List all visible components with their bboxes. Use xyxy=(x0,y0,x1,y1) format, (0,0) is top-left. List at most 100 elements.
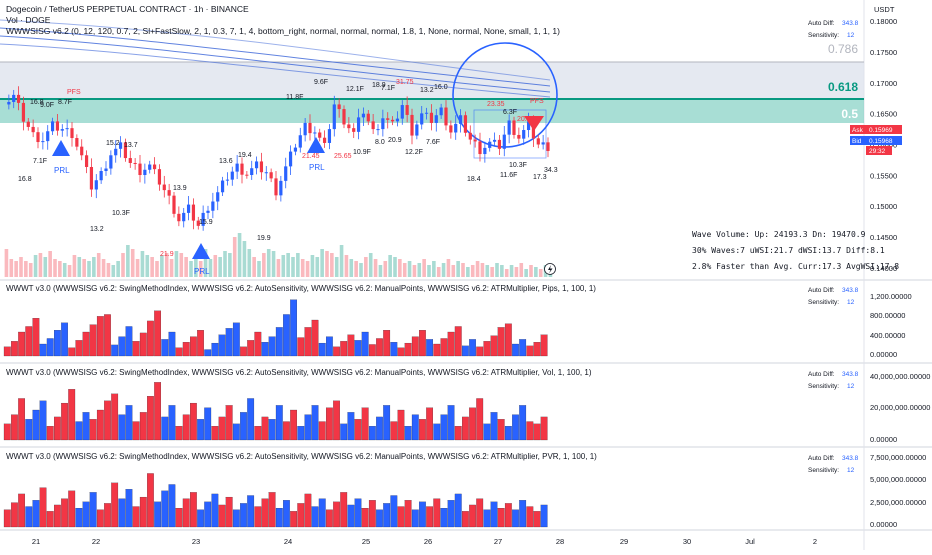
volume-bar xyxy=(53,259,57,277)
candle-body xyxy=(318,132,322,138)
pips-bar xyxy=(247,340,255,357)
vol-bar xyxy=(261,416,269,441)
pvr-bar xyxy=(533,511,541,528)
wave-label: 15.9 xyxy=(199,219,213,226)
vol-bar xyxy=(354,419,362,441)
lightning-icon[interactable] xyxy=(544,263,556,275)
wave-label: 9.0F xyxy=(40,102,54,109)
pips-bar xyxy=(18,331,26,357)
pvr-bar xyxy=(147,473,154,528)
vol-bar xyxy=(368,426,376,441)
candle-body xyxy=(162,184,166,191)
volume-legend[interactable]: Vol · DOGE xyxy=(6,15,51,25)
vol-bar xyxy=(311,405,319,441)
pips-bar xyxy=(426,339,434,357)
price-tick: 0.17000 xyxy=(870,79,897,88)
pvr-bar xyxy=(3,509,11,528)
pvr-bar xyxy=(82,501,90,528)
pips-bar xyxy=(411,336,419,357)
pvr-bar xyxy=(297,503,305,528)
pvr-bar xyxy=(304,493,312,528)
volume-bar xyxy=(422,259,426,277)
vol-bar xyxy=(89,419,97,441)
candle-body xyxy=(152,164,157,170)
volume-bar xyxy=(393,257,397,277)
candle-body xyxy=(65,128,69,130)
volume-bar xyxy=(466,267,470,277)
volume-bar xyxy=(179,253,184,277)
symbol-title[interactable]: Dogecoin / TetherUS PERPETUAL CONTRACT ·… xyxy=(6,4,249,14)
volume-bar xyxy=(247,249,252,277)
panel-tick: 2,500,000.00000 xyxy=(870,498,926,507)
pvr-bar xyxy=(447,500,455,528)
pvr-bar xyxy=(25,506,33,528)
pips-bar xyxy=(504,323,512,357)
indicator-legend[interactable]: WWWSISG v6.2 (0, 12, 120, 0.7, 2, Sl+Fas… xyxy=(6,26,560,36)
volume-bar xyxy=(106,263,111,277)
pips-bar xyxy=(261,342,269,357)
vol-bar xyxy=(397,409,405,441)
volume-bar xyxy=(169,259,174,277)
time-tick: Jul xyxy=(745,537,755,546)
volume-bar xyxy=(402,263,407,277)
vol-bar xyxy=(218,416,226,441)
volume-bar xyxy=(500,265,504,277)
panel-auto-diff-value: 343.8 xyxy=(842,371,859,378)
panel-1-title[interactable]: WWWT v3.0 (WWWSISG v6.2: SwingMethodInde… xyxy=(6,284,596,293)
pips-bar xyxy=(68,347,76,357)
panel-tick: 1,200.00000 xyxy=(870,292,912,301)
candle-body xyxy=(128,158,132,163)
volume-bar xyxy=(300,259,305,277)
volume-bar xyxy=(130,249,135,277)
candle-body xyxy=(196,220,200,226)
candle-body xyxy=(507,120,511,135)
volume-bar xyxy=(62,263,67,277)
volume-bar xyxy=(28,263,33,277)
pvr-bar xyxy=(526,506,534,528)
candles xyxy=(7,86,550,231)
pips-bar xyxy=(447,331,455,357)
wave-label: 15.2 xyxy=(106,140,120,147)
pvr-bar xyxy=(404,500,412,528)
vol-bar xyxy=(447,405,455,441)
pips-bar xyxy=(61,322,68,357)
volume-bar xyxy=(96,253,101,277)
volume-bar xyxy=(155,261,159,277)
volume-bar xyxy=(24,261,28,277)
volume-bar xyxy=(228,253,232,277)
candle-body xyxy=(463,115,468,133)
vol-bar xyxy=(519,405,527,441)
time-axis[interactable]: 21 22 23 24 25 26 27 28 29 30 Jul 2 xyxy=(32,537,817,546)
candle-body xyxy=(99,171,103,181)
panel-auto-diff-label: Auto Diff: xyxy=(808,455,835,462)
candle-body xyxy=(123,142,128,159)
vol-bar xyxy=(318,421,326,441)
candle-body xyxy=(75,138,79,147)
volume-bar xyxy=(509,265,514,277)
vol-bar xyxy=(497,419,505,441)
panel-2-title[interactable]: WWWT v3.0 (WWWSISG v6.2: SwingMethodInde… xyxy=(6,368,592,377)
vol-bar xyxy=(175,426,183,441)
candle-body xyxy=(264,172,268,174)
vol-bar xyxy=(147,396,154,441)
vol-bar xyxy=(297,426,305,441)
vol-bar xyxy=(426,407,434,441)
volume-bar xyxy=(398,259,402,277)
candle-body xyxy=(502,134,506,149)
vol-bar xyxy=(326,407,333,441)
volume-bar xyxy=(490,267,494,277)
stats-line-2: 30% Waves:7 uWSI:21.7 dWSI:13.7 Diff:8.1 xyxy=(692,246,885,255)
time-tick: 23 xyxy=(192,537,200,546)
vol-bar xyxy=(46,426,54,441)
volume-bar xyxy=(461,263,465,277)
pips-bar xyxy=(318,342,326,357)
panel-tick: 0.00000 xyxy=(870,350,897,359)
candle-body xyxy=(352,128,356,132)
volume-bars xyxy=(4,233,553,277)
panel-3-title[interactable]: WWWT v3.0 (WWWSISG v6.2: SwingMethodInde… xyxy=(6,452,597,461)
wave-label: 20. xyxy=(517,116,527,123)
wave-label: 16.8 xyxy=(30,99,44,106)
pvr-bar xyxy=(89,492,97,528)
